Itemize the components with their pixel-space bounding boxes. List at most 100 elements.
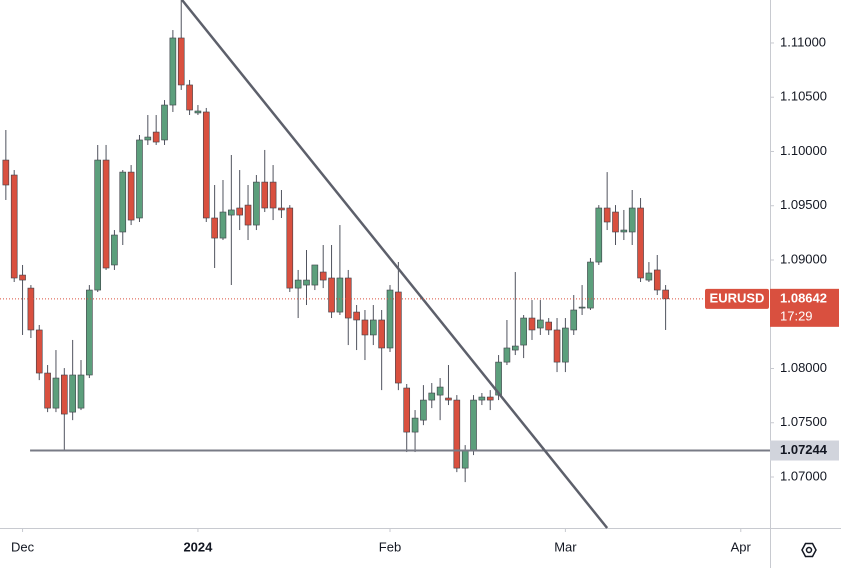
candle-body: [236, 207, 243, 216]
candle-body: [228, 209, 235, 216]
candle-body: [603, 207, 611, 223]
candle: [52, 350, 60, 413]
candle-body: [152, 131, 160, 143]
candle: [152, 115, 160, 145]
candle: [628, 189, 636, 246]
candle-body: [520, 317, 527, 346]
candle-body: [202, 111, 210, 219]
candle: [319, 245, 327, 289]
candle-body: [303, 279, 310, 286]
candle: [587, 258, 594, 311]
candle-body: [177, 37, 185, 86]
candle-body: [111, 234, 118, 266]
candle: [503, 319, 511, 366]
candle-body: [511, 345, 519, 351]
candle: [478, 393, 486, 406]
candle: [403, 384, 411, 453]
candle: [27, 285, 35, 339]
candle-body: [211, 217, 218, 239]
candle: [645, 262, 653, 283]
candle: [328, 245, 335, 319]
candle-body: [119, 171, 127, 233]
candle-body: [244, 204, 252, 226]
candle: [144, 115, 152, 145]
candle: [537, 300, 544, 335]
support-label-box: [770, 440, 839, 461]
candle: [161, 100, 168, 145]
candle-body: [537, 319, 544, 329]
symbol-tag: EURUSD: [710, 290, 765, 305]
candle: [211, 185, 218, 269]
candle: [61, 368, 68, 451]
x-tick-label: 2024: [183, 539, 213, 554]
candle-body: [361, 319, 369, 336]
candle: [119, 170, 127, 246]
y-tick-label: 1.10500: [780, 89, 827, 104]
candle: [370, 305, 377, 346]
candle-body: [286, 207, 294, 289]
candle-body: [253, 181, 260, 226]
settings-icon[interactable]: [801, 542, 817, 558]
candle: [420, 385, 427, 426]
x-tick-label: Dec: [11, 539, 35, 554]
candle-body: [637, 207, 644, 279]
candle: [94, 144, 102, 292]
candle-body: [136, 139, 143, 219]
candle-body: [269, 181, 277, 209]
candle: [2, 129, 10, 200]
candle-body: [645, 272, 653, 281]
candle: [236, 170, 243, 231]
candle-body: [428, 392, 436, 401]
candle-body: [186, 84, 193, 111]
candle-body: [294, 279, 302, 289]
candle: [637, 198, 644, 283]
price-tag: 1.08642: [780, 290, 827, 305]
candle-body: [353, 311, 360, 321]
symbol-tag-box: [705, 288, 769, 309]
y-tick-label: 1.11000: [780, 34, 826, 49]
candle: [228, 155, 235, 286]
candle: [612, 205, 619, 246]
candle-body: [370, 319, 377, 336]
candle: [453, 395, 461, 473]
candle-body: [436, 386, 444, 396]
candle: [177, 0, 185, 90]
y-tick-label: 1.08000: [780, 360, 827, 375]
candle-body: [336, 277, 344, 313]
candle: [662, 285, 669, 330]
candle-body: [169, 37, 177, 106]
candle-body: [328, 277, 335, 313]
candle: [595, 205, 603, 265]
candle: [127, 165, 135, 226]
candle-body: [278, 207, 285, 211]
candle: [219, 180, 227, 241]
candle: [44, 365, 51, 413]
candle-body: [461, 449, 469, 469]
candle: [286, 205, 294, 292]
candle: [303, 250, 310, 306]
candle: [511, 272, 519, 356]
candle: [603, 172, 611, 231]
candle-body: [528, 317, 536, 331]
candle-body: [161, 104, 168, 141]
price-tag-box: [770, 288, 839, 327]
candle-body: [411, 417, 419, 433]
candle-body: [553, 329, 561, 363]
candle-body: [403, 387, 411, 433]
plot-area: [2, 0, 669, 483]
candle-body: [478, 396, 486, 401]
candle-body: [344, 277, 352, 319]
candle-body: [94, 159, 102, 291]
candle-body: [662, 289, 669, 300]
candle-body: [77, 374, 85, 409]
candle: [169, 30, 177, 112]
x-tick-label: Feb: [379, 539, 401, 554]
countdown: 17:29: [780, 308, 813, 323]
candle: [278, 189, 285, 218]
settings-button[interactable]: [801, 542, 817, 558]
trendline: [181, 0, 609, 529]
settings-icon-center[interactable]: [805, 546, 813, 554]
candle-body: [2, 159, 10, 186]
candle-body: [570, 309, 578, 331]
